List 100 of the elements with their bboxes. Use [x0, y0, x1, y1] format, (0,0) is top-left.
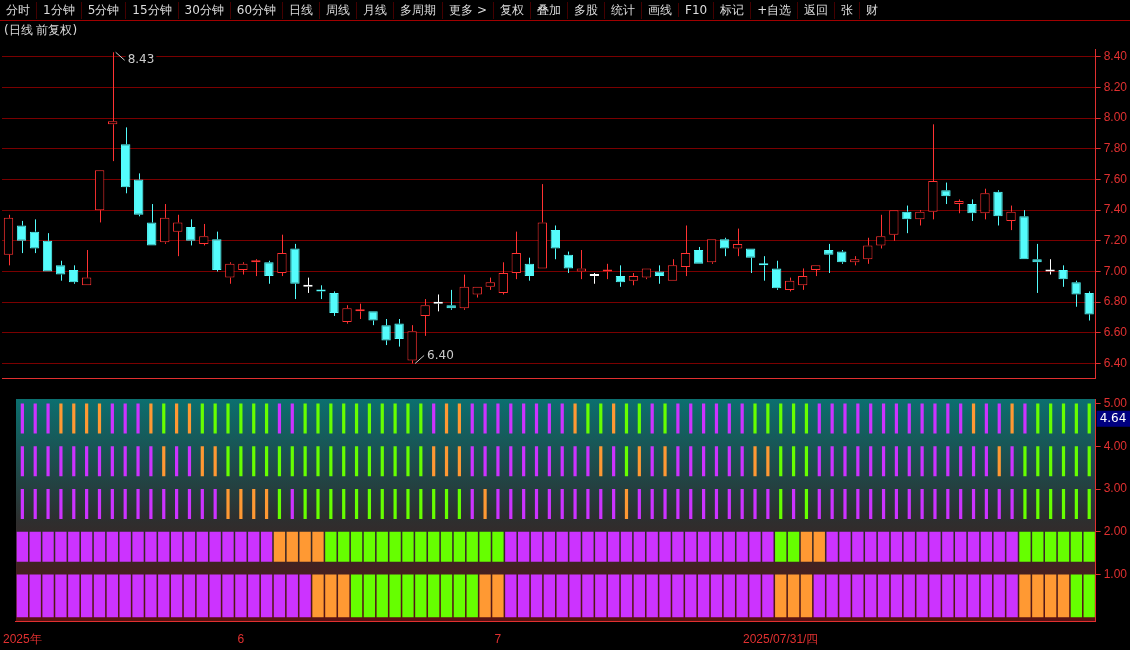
bar — [530, 574, 543, 618]
bar — [85, 446, 89, 477]
bar — [955, 574, 967, 618]
bar — [843, 489, 847, 519]
bar — [175, 403, 179, 434]
candlestick — [941, 182, 951, 205]
bar — [971, 446, 976, 477]
bar — [264, 403, 269, 434]
bar — [959, 446, 963, 477]
bar — [714, 403, 719, 434]
bar — [123, 446, 127, 477]
text: 分时 — [5, 1, 31, 19]
text: 叠加 — [530, 1, 567, 19]
bar — [599, 489, 603, 519]
bar — [997, 489, 1001, 519]
bar — [187, 446, 192, 477]
bar — [196, 531, 208, 562]
bar — [518, 574, 530, 618]
bar — [612, 489, 616, 519]
bar — [697, 531, 710, 562]
bar — [252, 489, 256, 519]
y-tick-label: 7.80 — [1103, 141, 1128, 156]
bar — [1087, 446, 1091, 477]
bar — [363, 531, 376, 562]
bar — [59, 446, 63, 477]
bar — [817, 403, 821, 434]
bar — [277, 446, 282, 477]
candlestick — [889, 210, 899, 242]
text: 30分钟 — [177, 1, 230, 19]
bar — [547, 403, 551, 434]
y-tick-label: 7.40 — [1103, 202, 1128, 217]
candlestick — [160, 203, 170, 245]
bar — [196, 574, 208, 618]
bar — [1057, 574, 1070, 618]
bar — [984, 403, 988, 434]
bar — [1083, 531, 1095, 562]
bar — [367, 489, 372, 519]
bar — [226, 489, 230, 519]
bar — [663, 403, 667, 434]
bar — [830, 403, 834, 434]
bar — [80, 531, 93, 562]
bar — [183, 531, 196, 562]
y-tick-label: 2.00 — [1103, 524, 1128, 539]
bar — [33, 446, 37, 477]
bar — [239, 489, 243, 519]
bar — [1061, 489, 1066, 519]
y-tick-label: 6.40 — [1103, 355, 1128, 370]
bar — [856, 403, 860, 434]
bar — [440, 574, 453, 618]
bar — [187, 489, 192, 519]
bar — [907, 446, 911, 477]
bar — [85, 489, 89, 519]
y-tick-label: 8.20 — [1103, 79, 1128, 94]
candlestick — [615, 264, 626, 288]
candlestick — [550, 225, 561, 260]
bar — [723, 574, 735, 618]
bar — [136, 489, 140, 519]
candlestick — [928, 123, 938, 220]
text: 周线 — [319, 1, 357, 19]
bar — [980, 574, 993, 618]
bar — [877, 531, 890, 562]
bar — [162, 489, 166, 519]
annotation: 8.43 — [127, 52, 155, 67]
bar — [252, 403, 256, 434]
candlestick — [290, 243, 300, 300]
bar — [633, 531, 645, 562]
bar — [97, 403, 102, 434]
y-tick-label: 7.60 — [1103, 171, 1128, 186]
bar — [453, 531, 466, 562]
bar — [624, 403, 629, 434]
bar — [791, 489, 796, 519]
bar — [97, 489, 102, 519]
bar — [946, 446, 950, 477]
bar — [573, 403, 577, 434]
bar — [1049, 489, 1053, 519]
bar — [46, 446, 50, 477]
bar — [607, 574, 620, 618]
bar — [290, 446, 294, 477]
bar — [984, 489, 988, 519]
candlestick — [329, 290, 339, 317]
text: 月线 — [356, 1, 394, 19]
bar — [714, 489, 719, 519]
candlestick — [460, 274, 468, 311]
bar — [907, 403, 911, 434]
candlestick — [824, 243, 834, 274]
bar — [59, 403, 63, 434]
bar — [599, 446, 603, 477]
bar — [136, 446, 140, 477]
bar — [110, 403, 114, 434]
bar — [890, 531, 903, 562]
bar — [483, 489, 487, 519]
bar — [813, 531, 825, 562]
bar — [779, 489, 783, 519]
bar — [676, 489, 680, 519]
y-tick-label: 6.60 — [1103, 325, 1128, 340]
candlestick — [1071, 280, 1081, 308]
bar — [753, 403, 757, 434]
bar — [213, 446, 217, 477]
bar — [85, 403, 89, 434]
y-tick-label: 5.00 — [1103, 395, 1128, 410]
